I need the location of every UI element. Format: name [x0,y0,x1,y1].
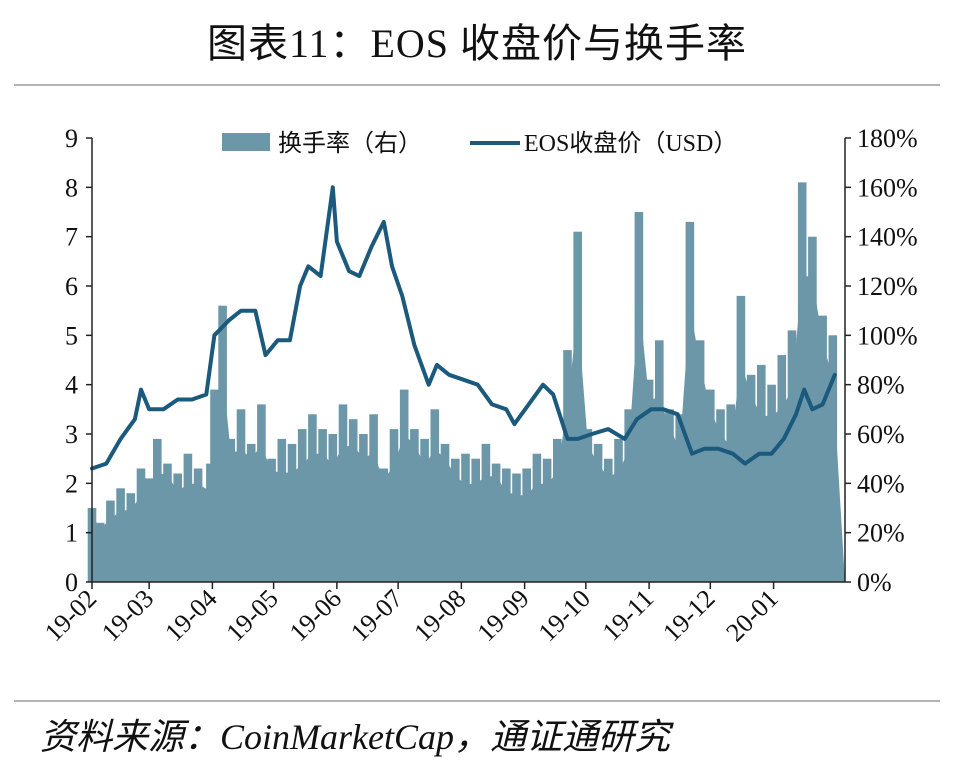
x-tick-label: 19-03 [96,584,159,647]
y-right-tick-label: 140% [857,223,918,252]
y-right-tick-label: 40% [857,469,905,498]
axes [86,137,851,589]
chart-area: 0 1 2 3 4 5 6 7 8 9 0% 20% 40% 60% 80% 100% 120% 140% 160%… [39,124,918,647]
turnover-bars [87,182,845,582]
eos-price-line [90,185,837,471]
y-right-tick-label: 80% [857,371,905,400]
y-right-tick-label: 120% [857,272,918,301]
legend-bar-swatch [222,133,270,151]
x-tick-label: 19-07 [345,584,408,647]
y-left-tick-label: 5 [65,321,78,350]
x-tick-label: 19-04 [159,584,222,647]
turnover-base-area [92,276,845,582]
top-divider [14,84,940,86]
x-tick-label: 19-10 [533,584,596,647]
y-right-tick-label: 100% [857,321,918,350]
x-tick-label: 19-06 [284,584,347,647]
y-left-tick-label: 4 [65,371,78,400]
source-note: 资料来源：CoinMarketCap，通证通研究 [40,717,670,757]
y-right-tick-label: 160% [857,173,918,202]
y-left-tick-label: 0 [65,568,78,597]
y-right-tick-label: 180% [857,124,918,153]
y-left-tick-label: 6 [65,272,78,301]
chart-title: 图表11：EOS 收盘价与换手率 [206,21,748,66]
y-left-tick-label: 1 [65,519,78,548]
y-left-tick-label: 2 [65,469,78,498]
y-right-tick-label: 20% [857,519,905,548]
x-tick-label: 19-12 [657,584,720,647]
x-tick-label: 19-05 [220,584,283,647]
y-right-tick-label: 60% [857,420,905,449]
y-right-tick-label: 0% [857,568,892,597]
legend: 换手率（右） EOS收盘价（USD） [222,130,737,157]
x-tick-label: 19-11 [597,584,660,647]
legend-label-price: EOS收盘价（USD） [524,130,737,157]
x-tick-label: 19-09 [471,584,534,647]
legend-label-turnover: 换手率（右） [278,130,422,157]
x-tick-label: 20-01 [720,584,783,647]
y-left-tick-label: 9 [65,124,78,153]
y-left-tick-label: 7 [65,223,78,252]
y-left-tick-label: 8 [65,173,78,202]
y-left-tick-label: 3 [65,420,78,449]
bottom-divider [14,700,940,702]
x-tick-label: 19-08 [408,584,471,647]
